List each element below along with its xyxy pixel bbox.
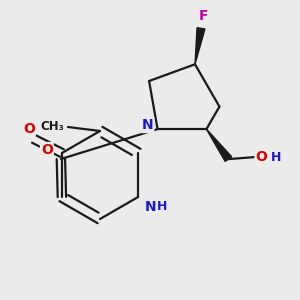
Text: N: N: [142, 118, 153, 132]
Text: O: O: [23, 122, 35, 136]
Text: CH₃: CH₃: [40, 119, 64, 133]
Polygon shape: [206, 129, 232, 161]
Text: F: F: [199, 9, 209, 23]
Polygon shape: [195, 28, 205, 64]
Text: N: N: [144, 200, 156, 214]
Text: H: H: [157, 200, 167, 214]
Text: O: O: [41, 143, 53, 157]
Text: O: O: [256, 150, 267, 164]
Text: H: H: [271, 151, 282, 164]
